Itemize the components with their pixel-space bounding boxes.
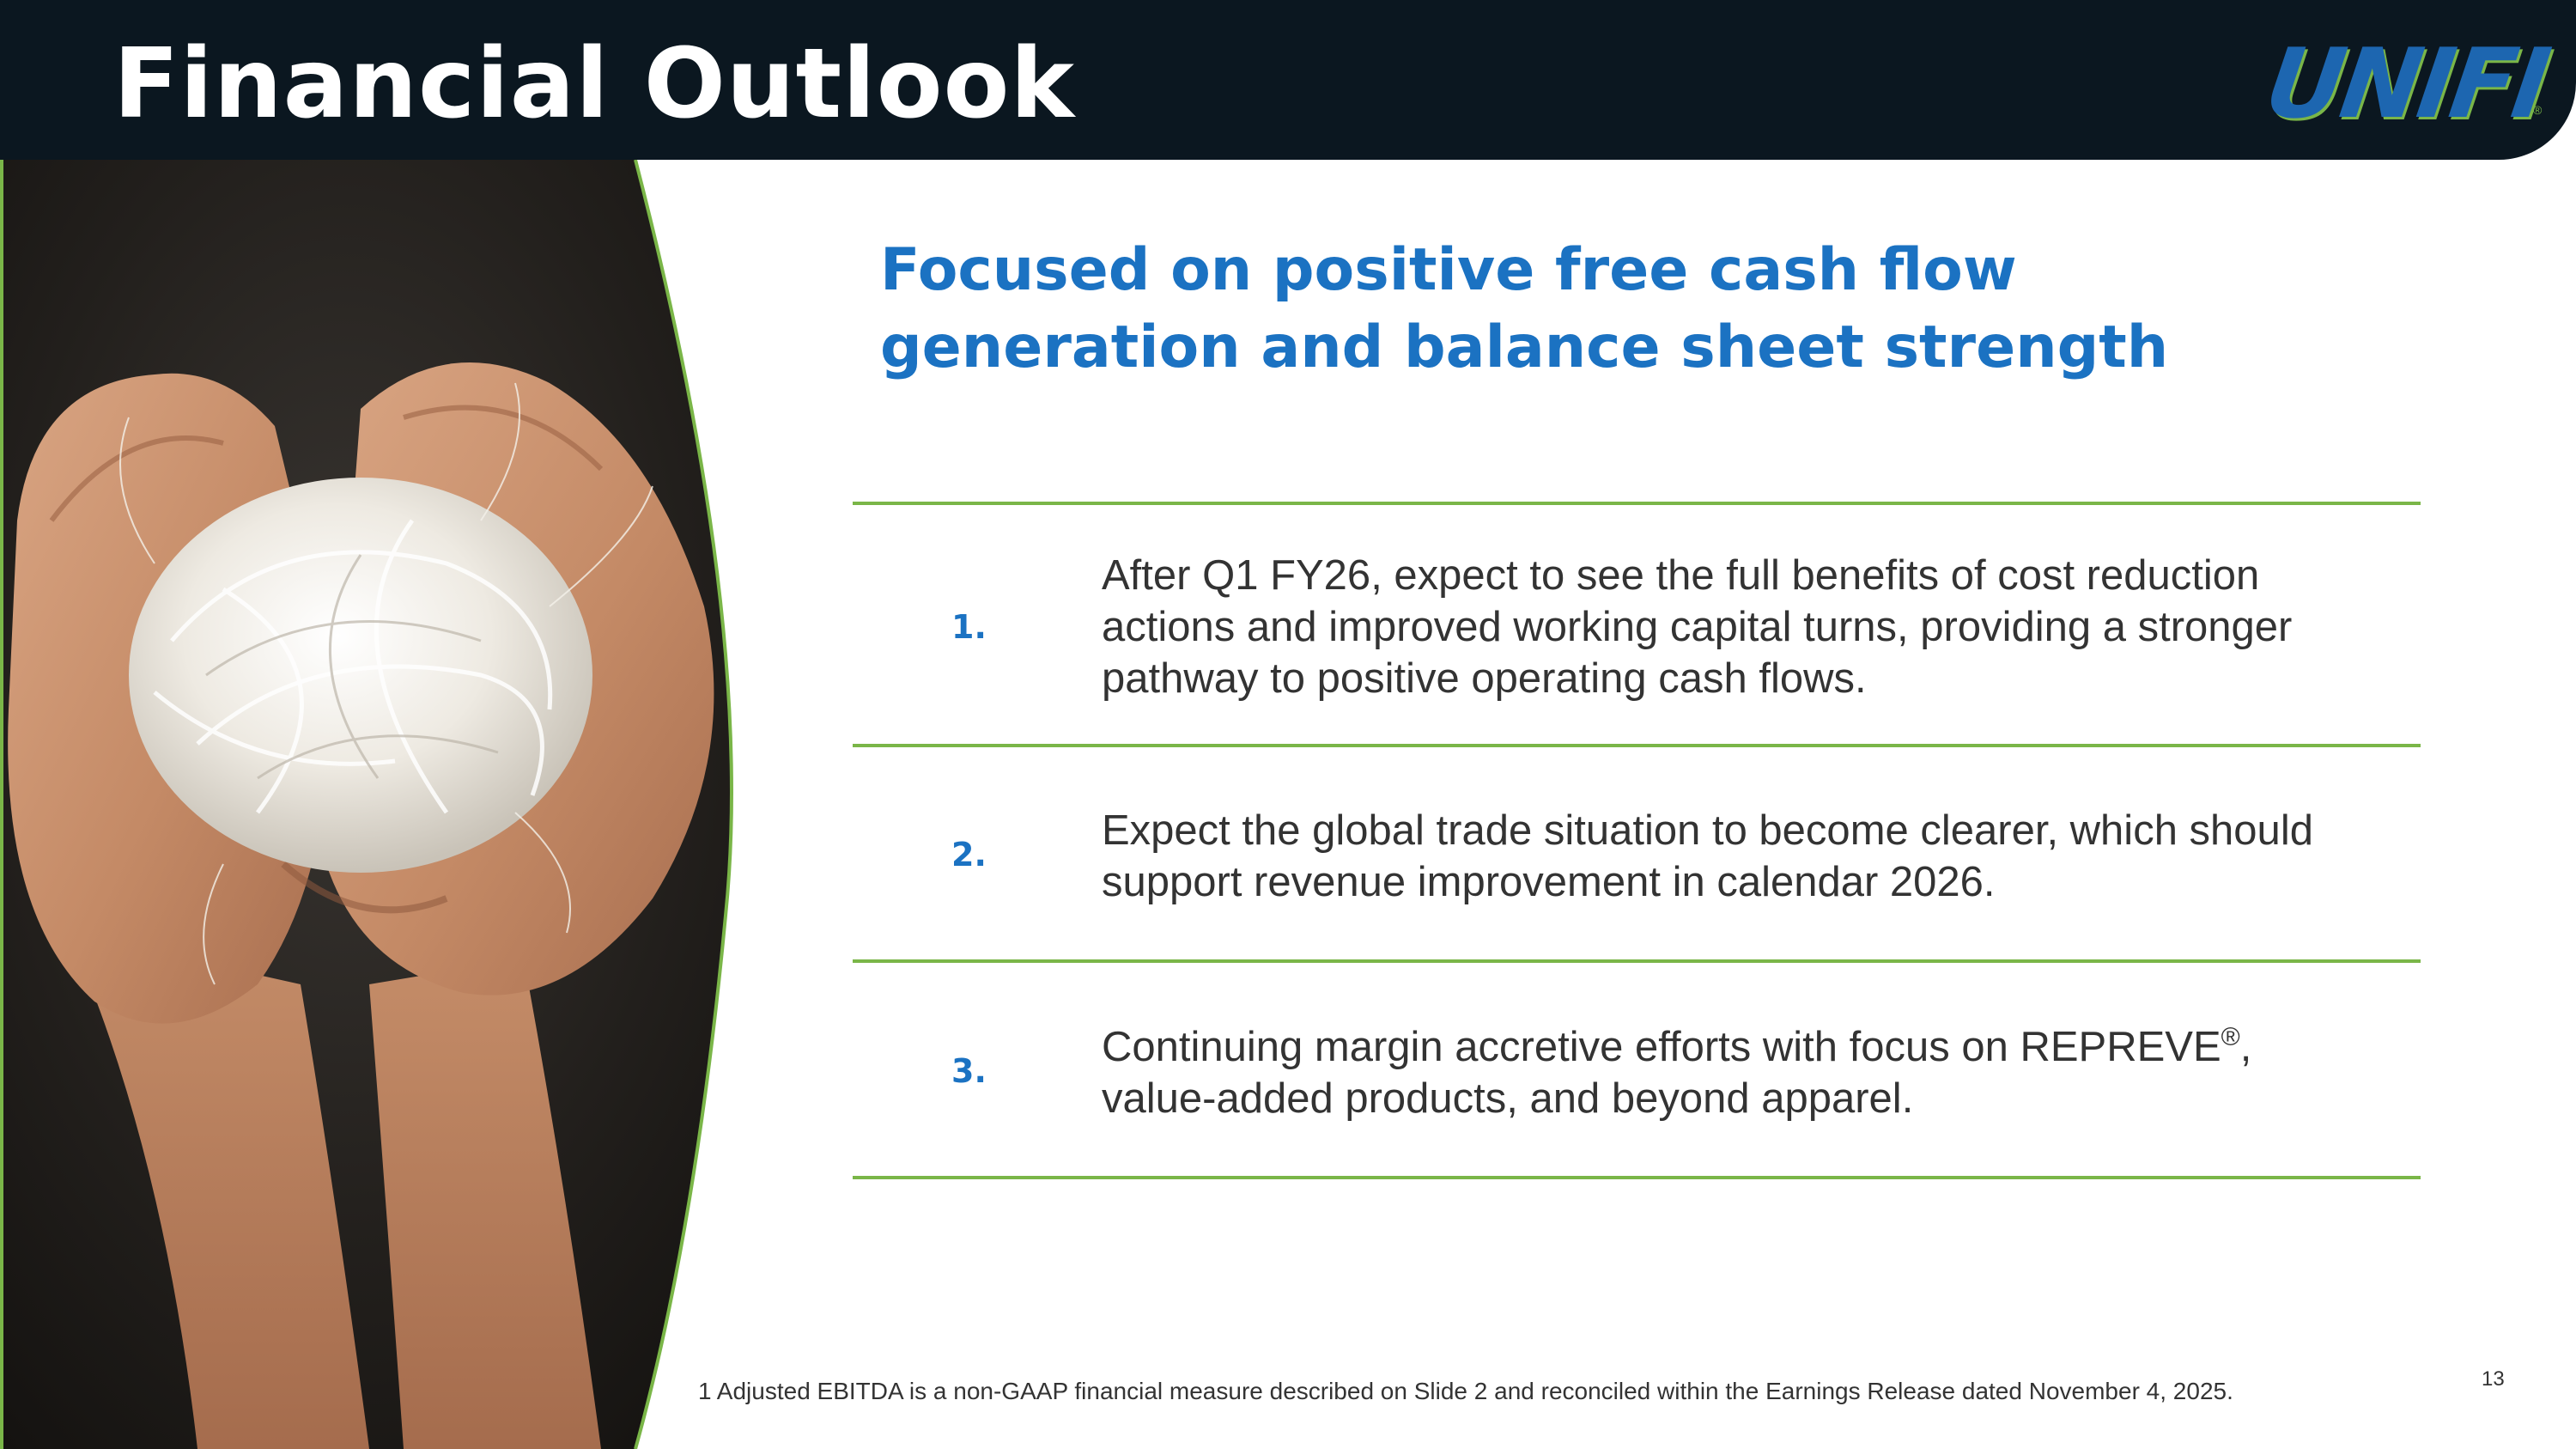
item-2-number: 2. bbox=[951, 836, 987, 874]
item-1-text: After Q1 FY26, expect to see the full be… bbox=[1102, 550, 2407, 704]
item-1-line-3: pathway to positive operating cash flows… bbox=[1102, 655, 1867, 702]
divider-bottom bbox=[853, 1176, 2421, 1179]
item-3-text: Continuing margin accretive efforts with… bbox=[1102, 1021, 2407, 1124]
logo-registered-mark: ® bbox=[2533, 103, 2543, 117]
item-3-line-1-comma: , bbox=[2239, 1024, 2252, 1070]
divider-2 bbox=[853, 959, 2421, 963]
item-3-line-1: Continuing margin accretive efforts with… bbox=[1102, 1021, 2407, 1073]
header-bar: Financial Outlook UNIFI ® bbox=[0, 0, 2576, 160]
registered-mark: ® bbox=[2221, 1023, 2240, 1051]
subtitle-line-2: generation and balance sheet strength bbox=[880, 314, 2169, 381]
item-1-line-1: After Q1 FY26, expect to see the full be… bbox=[1102, 552, 2260, 599]
unifi-logo: UNIFI bbox=[2258, 28, 2554, 140]
page-title: Financial Outlook bbox=[113, 28, 1075, 140]
page-number: 13 bbox=[2482, 1367, 2505, 1391]
footnote: 1 Adjusted EBITDA is a non-GAAP financia… bbox=[698, 1378, 2233, 1404]
item-2-line-2: support revenue improvement in calendar … bbox=[1102, 859, 1996, 905]
item-3-line-1-text: Continuing margin accretive efforts with… bbox=[1102, 1024, 2221, 1070]
item-3-line-2: value-added products, and beyond apparel… bbox=[1102, 1075, 1914, 1122]
item-3-number: 3. bbox=[951, 1052, 987, 1090]
item-2-text: Expect the global trade situation to bec… bbox=[1102, 805, 2407, 908]
item-1-number: 1. bbox=[951, 608, 987, 646]
hands-holding-yarn-photo bbox=[0, 160, 773, 1449]
divider-top bbox=[853, 502, 2421, 505]
section-subtitle: Focused on positive free cash flow gener… bbox=[880, 232, 2168, 387]
item-1-line-2: actions and improved working capital tur… bbox=[1102, 604, 2293, 650]
subtitle-line-1: Focused on positive free cash flow bbox=[880, 236, 2017, 304]
item-2-line-1: Expect the global trade situation to bec… bbox=[1102, 807, 2313, 854]
divider-1 bbox=[853, 744, 2421, 747]
